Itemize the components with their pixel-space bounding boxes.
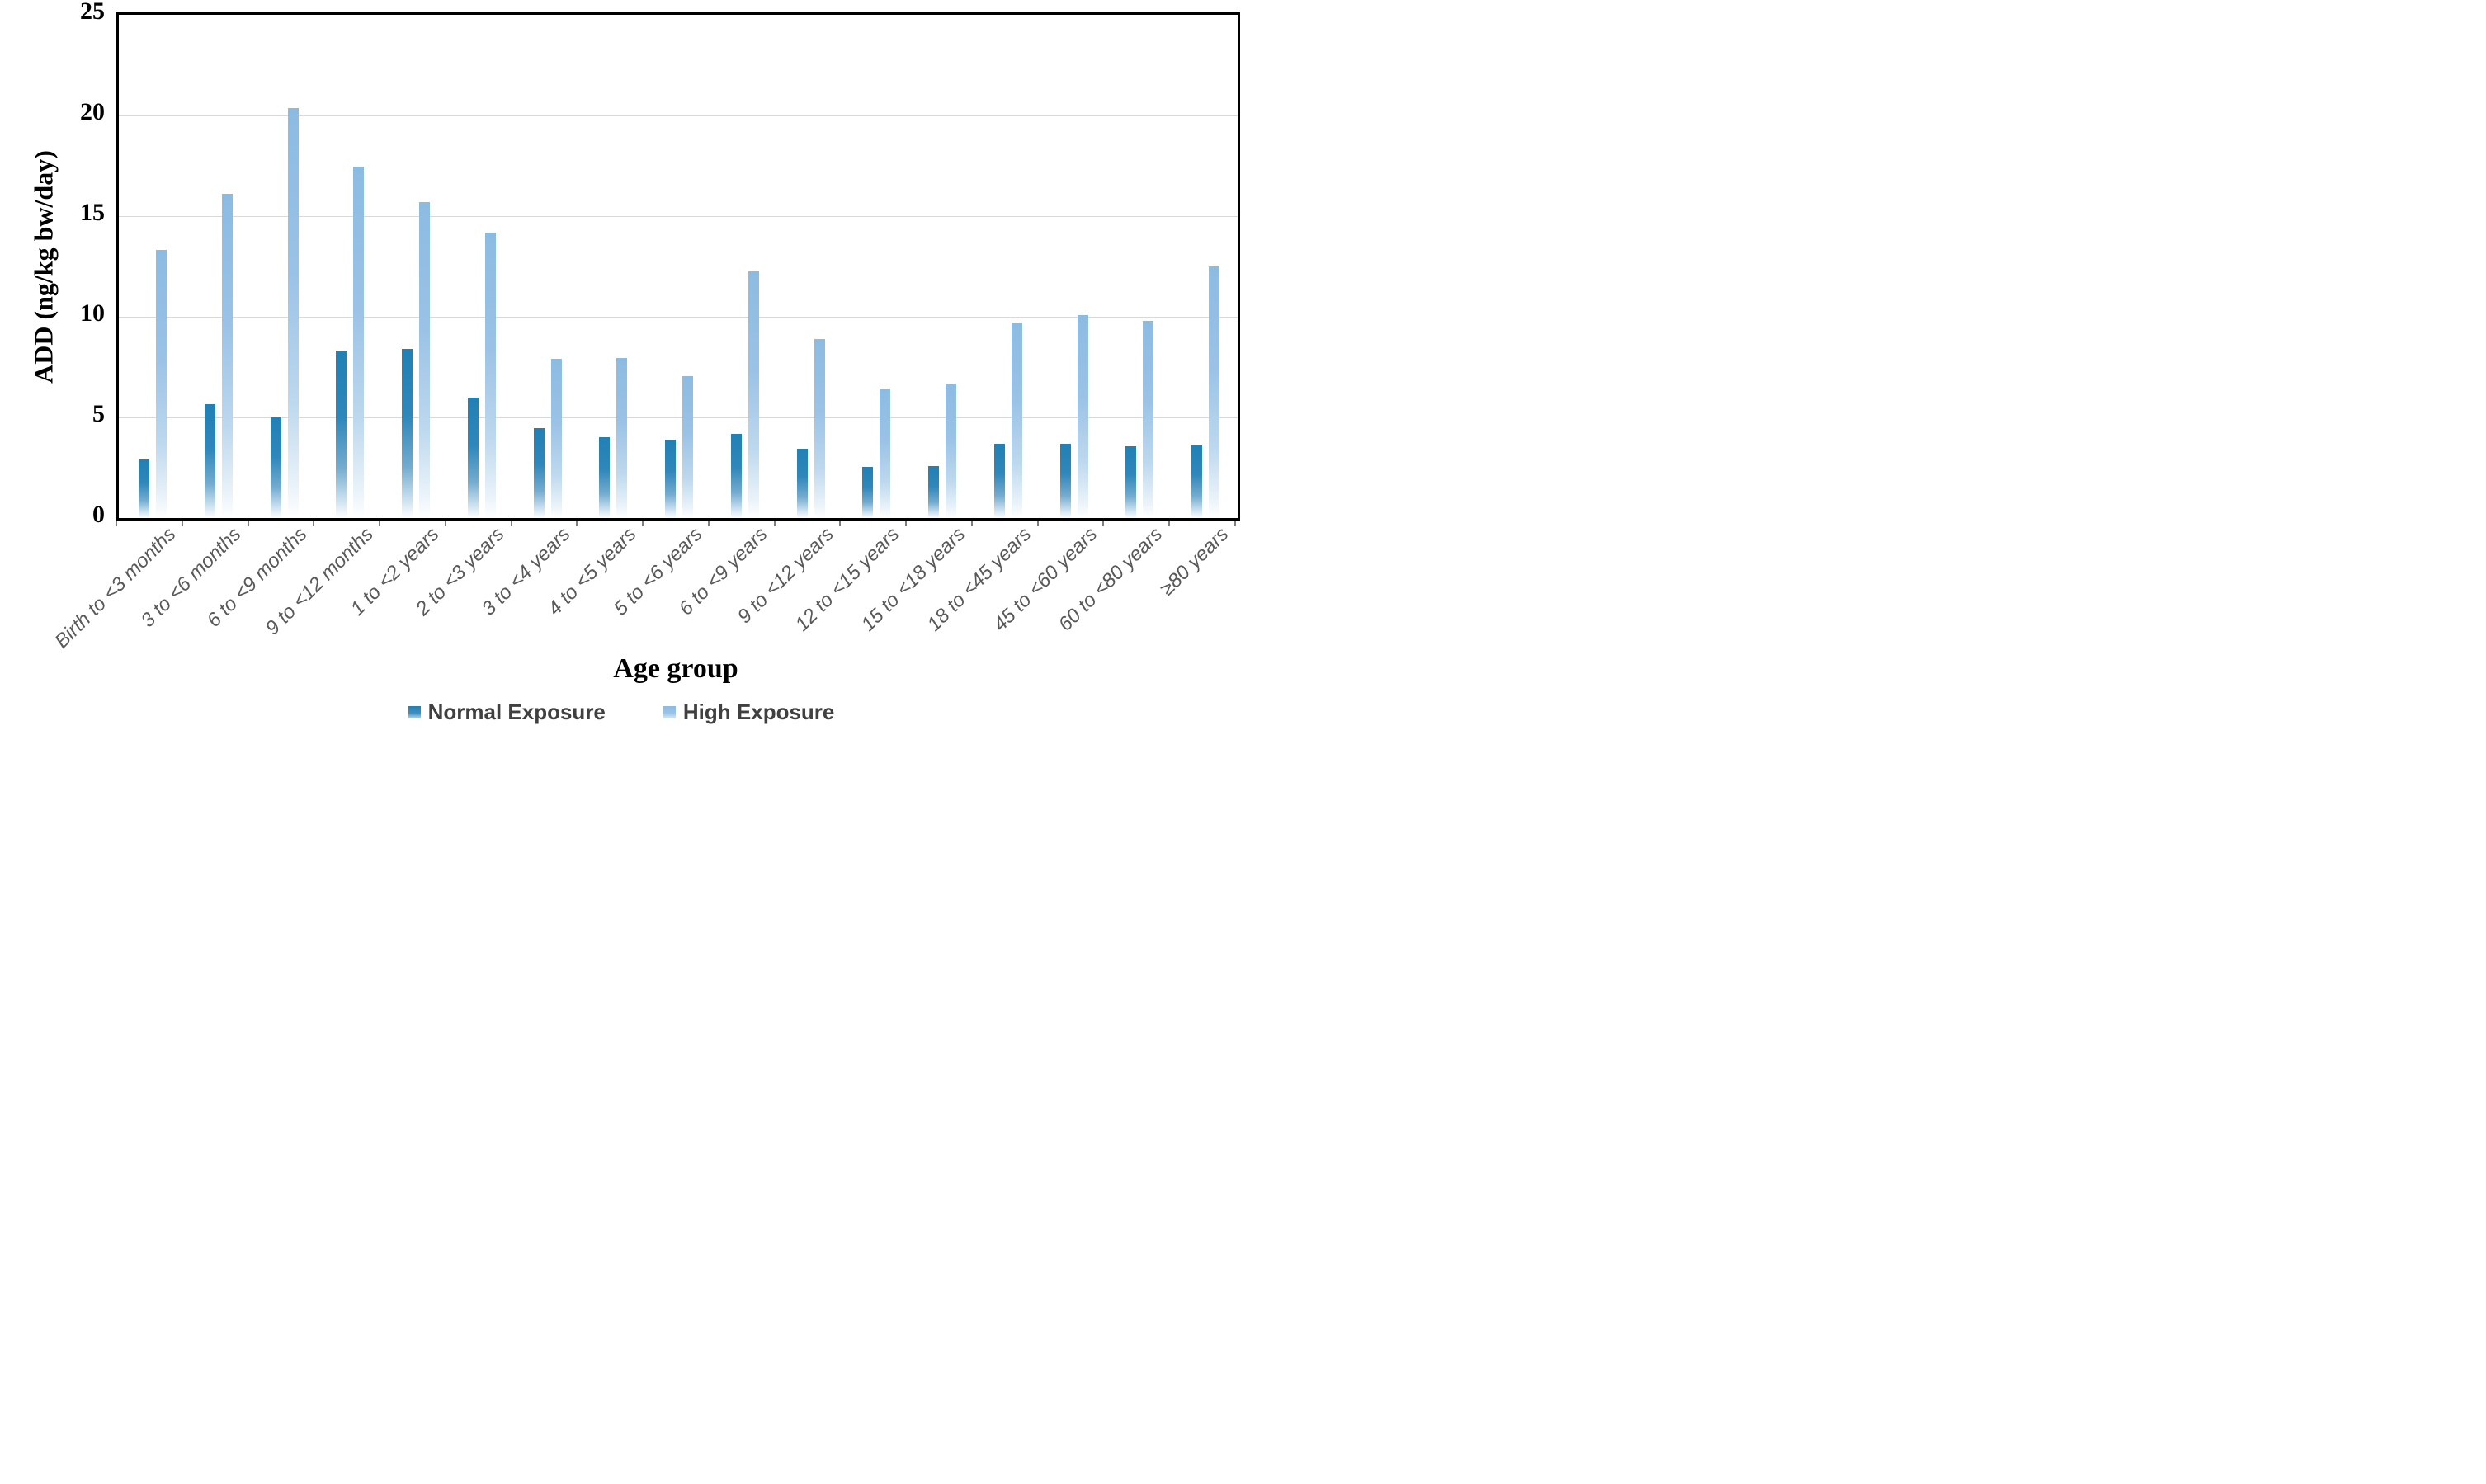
y-tick-label: 15 — [80, 199, 105, 226]
legend: Normal Exposure High Exposure — [0, 700, 1243, 725]
gridline — [119, 317, 1238, 318]
gridline — [119, 115, 1238, 116]
x-axis-tick — [839, 521, 842, 526]
x-axis-title: Age group — [613, 653, 738, 684]
y-axis-title: ADD (ng/kg bw/day) — [28, 150, 59, 384]
y-tick-label: 20 — [80, 98, 105, 125]
x-axis-tick — [642, 521, 644, 526]
x-axis-tick — [313, 521, 315, 526]
x-axis-tick — [1168, 521, 1171, 526]
x-axis-tick — [1102, 521, 1105, 526]
legend-label: Normal Exposure — [427, 700, 606, 724]
bar-normal-exposure — [402, 349, 413, 518]
bar-normal-exposure — [862, 466, 874, 518]
y-tick-label: 25 — [80, 0, 105, 25]
bar-normal-exposure — [1125, 446, 1137, 518]
legend-item-normal-exposure: Normal Exposure — [408, 700, 606, 725]
x-axis-tick — [773, 521, 776, 526]
bar-high-exposure — [484, 232, 496, 518]
bar-normal-exposure — [1059, 443, 1071, 518]
x-axis-label: ≥80 years — [1155, 523, 1234, 601]
x-axis-label: Birth to <3 months — [50, 523, 181, 653]
bar-high-exposure — [550, 359, 562, 518]
x-axis-tick — [116, 521, 117, 526]
bar-normal-exposure — [599, 437, 611, 518]
normal-exposure-swatch-icon — [408, 706, 421, 718]
gridline — [119, 417, 1238, 418]
bar-high-exposure — [616, 358, 628, 518]
y-tick-label: 10 — [80, 299, 105, 327]
bar-high-exposure — [156, 250, 167, 518]
x-axis-tick — [970, 521, 973, 526]
bar-normal-exposure — [139, 459, 149, 518]
bar-normal-exposure — [533, 428, 545, 518]
plot-area — [116, 12, 1240, 521]
legend-label: High Exposure — [682, 700, 835, 724]
bar-high-exposure — [748, 271, 759, 518]
bar-normal-exposure — [730, 433, 742, 518]
bar-high-exposure — [419, 201, 431, 518]
bar-normal-exposure — [467, 397, 479, 518]
high-exposure-swatch-icon — [663, 706, 676, 718]
x-axis-tick — [444, 521, 446, 526]
x-axis-tick — [181, 521, 183, 526]
bar-high-exposure — [1011, 323, 1022, 518]
bar-normal-exposure — [796, 448, 808, 518]
bar-high-exposure — [880, 388, 891, 518]
x-axis-tick — [1036, 521, 1039, 526]
x-axis-tick — [510, 521, 512, 526]
bar-high-exposure — [946, 383, 957, 518]
bar-normal-exposure — [1191, 445, 1203, 518]
x-axis-tick — [576, 521, 578, 526]
bar-high-exposure — [1209, 266, 1220, 518]
gridline — [119, 216, 1238, 217]
bar-high-exposure — [287, 108, 299, 518]
bar-high-exposure — [1143, 320, 1154, 518]
bar-high-exposure — [814, 338, 825, 518]
bar-normal-exposure — [204, 404, 215, 518]
bar-high-exposure — [353, 167, 365, 518]
bar-normal-exposure — [336, 351, 347, 518]
x-axis-tick — [707, 521, 710, 526]
legend-item-high-exposure: High Exposure — [663, 700, 834, 725]
bar-high-exposure — [221, 194, 233, 518]
bar-normal-exposure — [270, 416, 281, 518]
bar-normal-exposure — [993, 443, 1005, 518]
y-tick-label: 5 — [92, 400, 105, 427]
bar-high-exposure — [1077, 314, 1088, 518]
bar-chart: ADD (ng/kg bw/day) Age group Normal Expo… — [0, 0, 1243, 742]
x-axis-tick — [379, 521, 381, 526]
y-tick-label: 0 — [92, 501, 105, 528]
bar-normal-exposure — [665, 439, 677, 518]
bar-high-exposure — [682, 375, 694, 518]
x-axis-tick — [1234, 521, 1236, 526]
x-axis-tick — [905, 521, 908, 526]
bar-normal-exposure — [928, 465, 940, 518]
x-axis-tick — [247, 521, 249, 526]
